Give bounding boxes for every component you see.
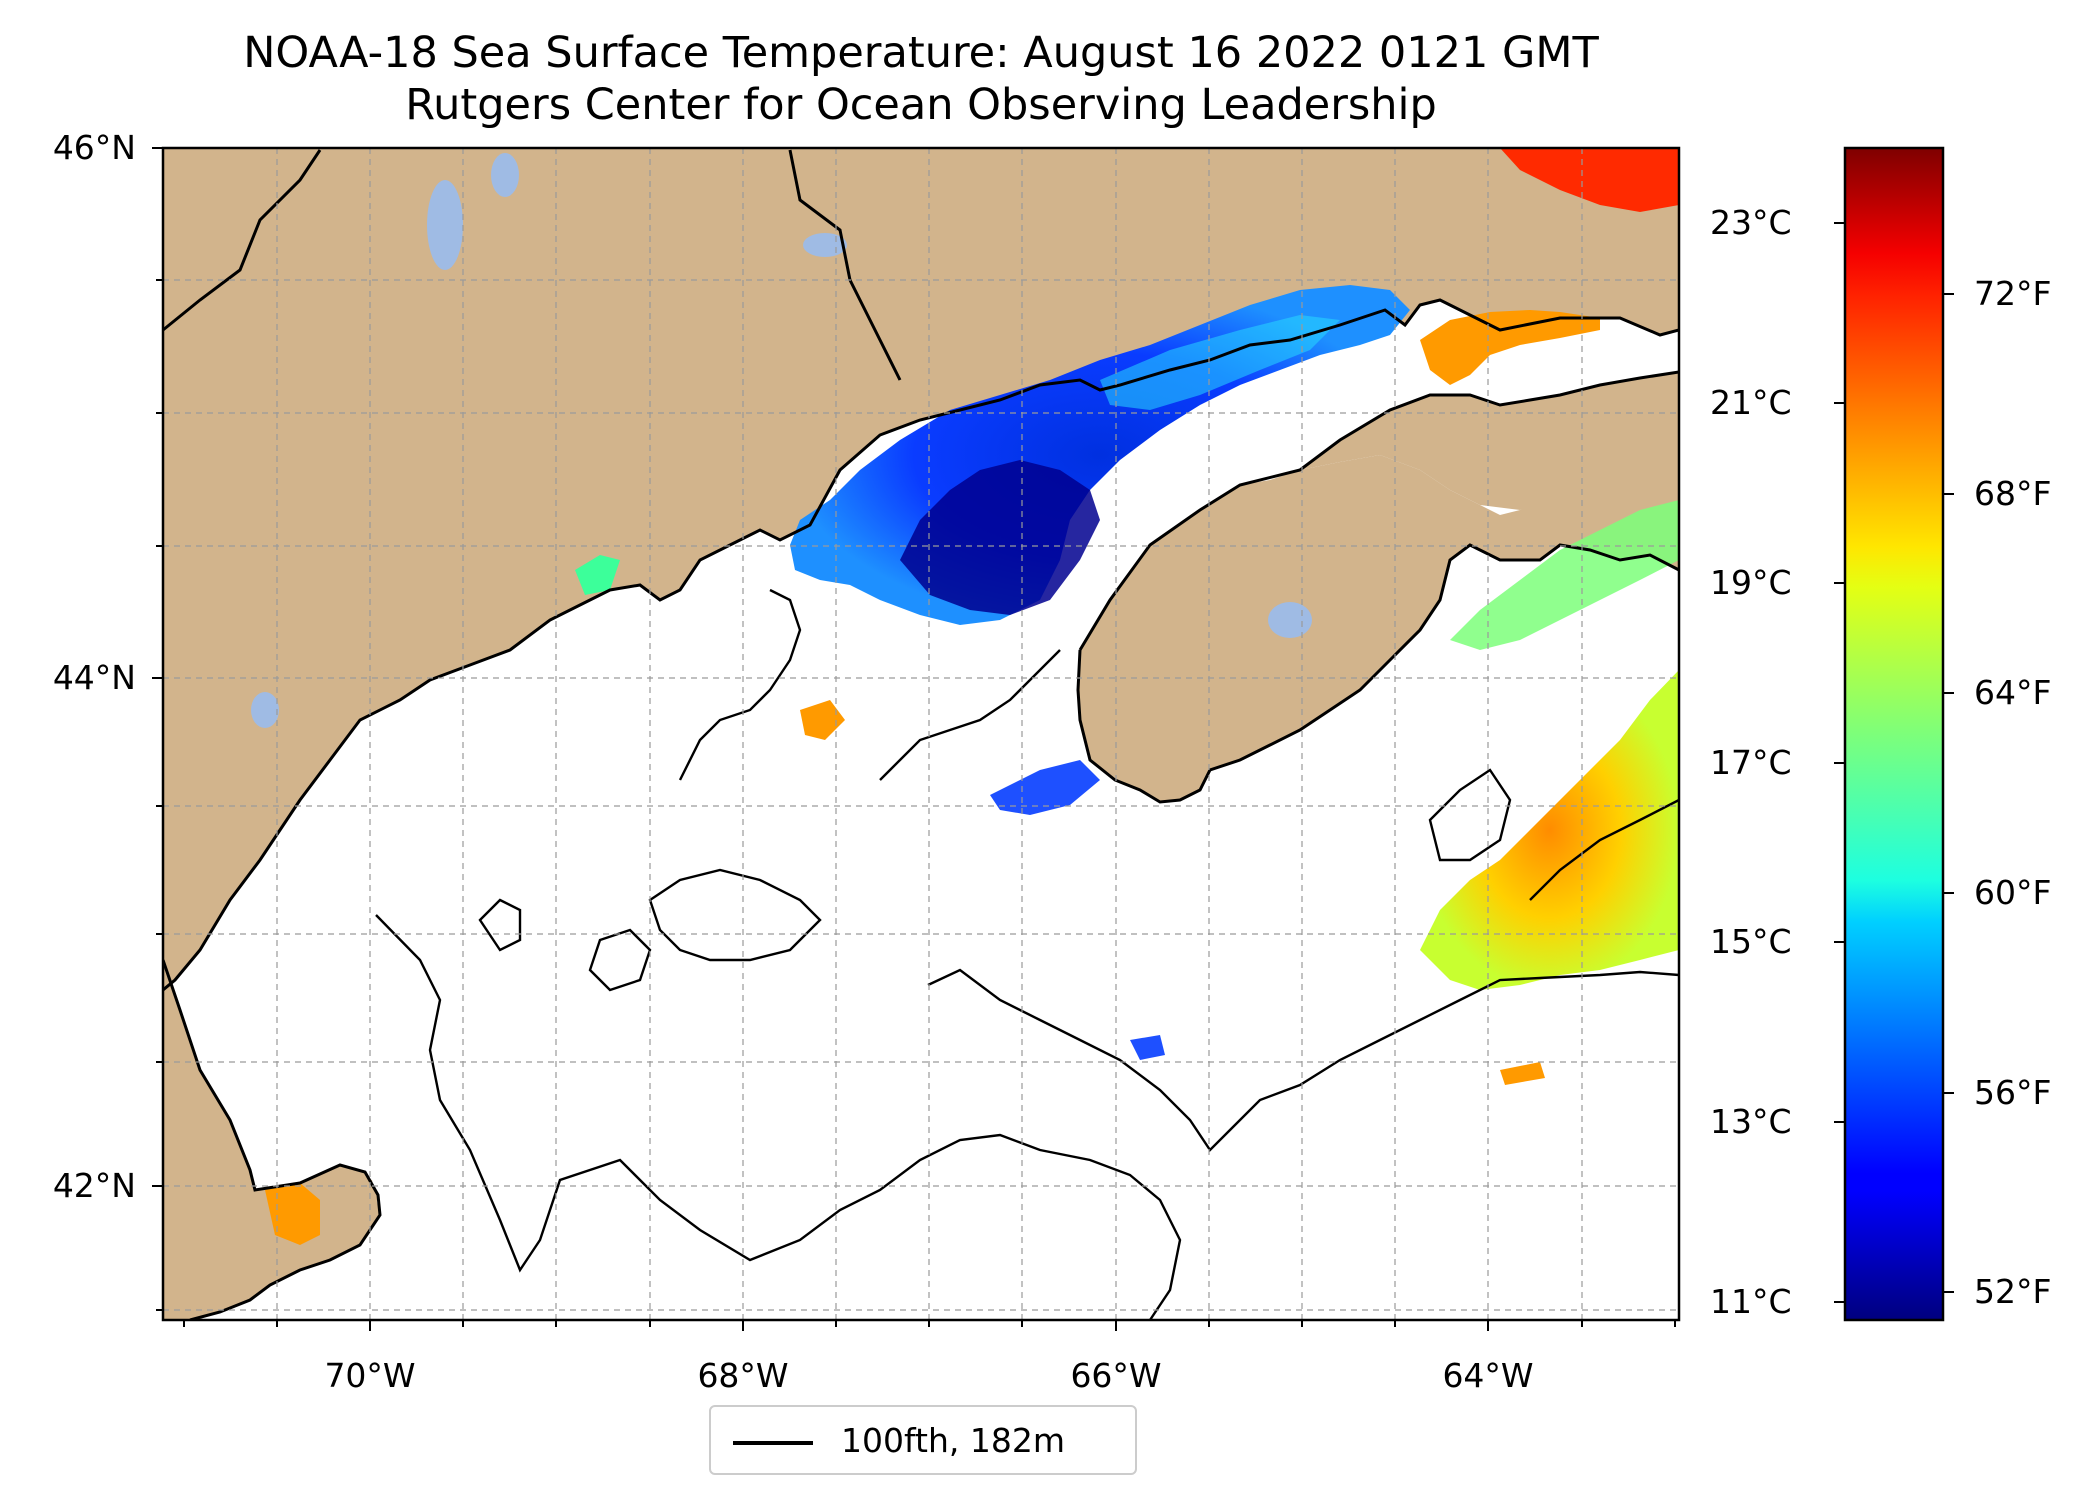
sst-patch-coastal <box>990 760 1100 815</box>
chart-title: NOAA-18 Sea Surface Temperature: August … <box>243 28 1599 78</box>
lat-label-44n: 44°N <box>52 658 136 697</box>
colorbar-label-celsius: 17°C <box>1710 743 1792 782</box>
lon-label-64w: 64°W <box>1442 1356 1534 1395</box>
lon-label-68w: 68°W <box>697 1356 789 1395</box>
land-nova-scotia <box>1078 148 1679 802</box>
lon-label-66w: 66°W <box>1070 1356 1162 1395</box>
chart-subtitle: Rutgers Center for Ocean Observing Leade… <box>405 80 1437 130</box>
sst-patch-coastal <box>575 555 620 595</box>
sst-patch-coastal <box>800 700 845 740</box>
colorbar-label-celsius: 21°C <box>1710 383 1792 422</box>
land-nova-scotia-north <box>1300 372 1679 510</box>
colorbar-label-fahrenheit: 52°F <box>1974 1272 2052 1311</box>
colorbar <box>1845 148 1943 1320</box>
lon-ticks <box>183 1320 1676 1331</box>
colorbar-label-fahrenheit: 64°F <box>1974 673 2052 712</box>
map-frame <box>161 146 1681 1322</box>
colorbar-label-celsius: 13°C <box>1710 1102 1792 1141</box>
colorbar-frame <box>1843 146 1945 1322</box>
lon-label-70w: 70°W <box>324 1356 416 1395</box>
sst-patch-scotian-north <box>1450 500 1679 650</box>
lat-label-46n: 46°N <box>52 128 136 167</box>
coastlines <box>163 149 1679 1320</box>
sst-patch-minas <box>1420 310 1600 385</box>
colorbar-ticks-celsius <box>1834 222 1845 1303</box>
sst-patch-ne-corner <box>1500 148 1679 212</box>
colorbar-label-fahrenheit: 60°F <box>1974 873 2052 912</box>
sst-patch-deep-cold <box>900 460 1100 615</box>
legend-entry-label: 100fth, 182m <box>841 1421 1065 1460</box>
legend: 100fth, 182m <box>709 1405 1137 1475</box>
colorbar-label-fahrenheit: 56°F <box>1974 1073 2052 1112</box>
lake <box>427 180 463 270</box>
lake <box>251 692 279 728</box>
colorbar-label-fahrenheit: 72°F <box>1974 274 2052 313</box>
map-area <box>163 148 1679 1320</box>
lat-label-42n: 42°N <box>52 1166 136 1205</box>
colorbar-label-celsius: 19°C <box>1710 563 1792 602</box>
gridlines <box>163 148 1679 1320</box>
legend-line-swatch <box>733 1441 813 1445</box>
colorbar-label-celsius: 15°C <box>1710 922 1792 961</box>
land-mainland <box>163 148 1679 990</box>
sst-patch-coastal <box>265 1183 320 1245</box>
colorbar-label-celsius: 11°C <box>1710 1282 1792 1321</box>
sst-patch-scotian <box>1420 670 1679 990</box>
sst-data <box>265 148 1679 1245</box>
colorbar-label-celsius: 23°C <box>1710 203 1792 242</box>
colorbar-ticks-fahrenheit <box>1943 293 1954 1293</box>
sst-patch-coastal <box>1500 1062 1545 1085</box>
sst-patch-coastal <box>1130 1035 1165 1060</box>
colorbar-label-fahrenheit: 68°F <box>1974 474 2052 513</box>
lake <box>491 153 519 197</box>
lat-ticks <box>152 147 163 1311</box>
lake <box>1268 602 1312 638</box>
isobath-100fth <box>375 588 1679 1320</box>
sst-patch-mid <box>1100 315 1340 410</box>
